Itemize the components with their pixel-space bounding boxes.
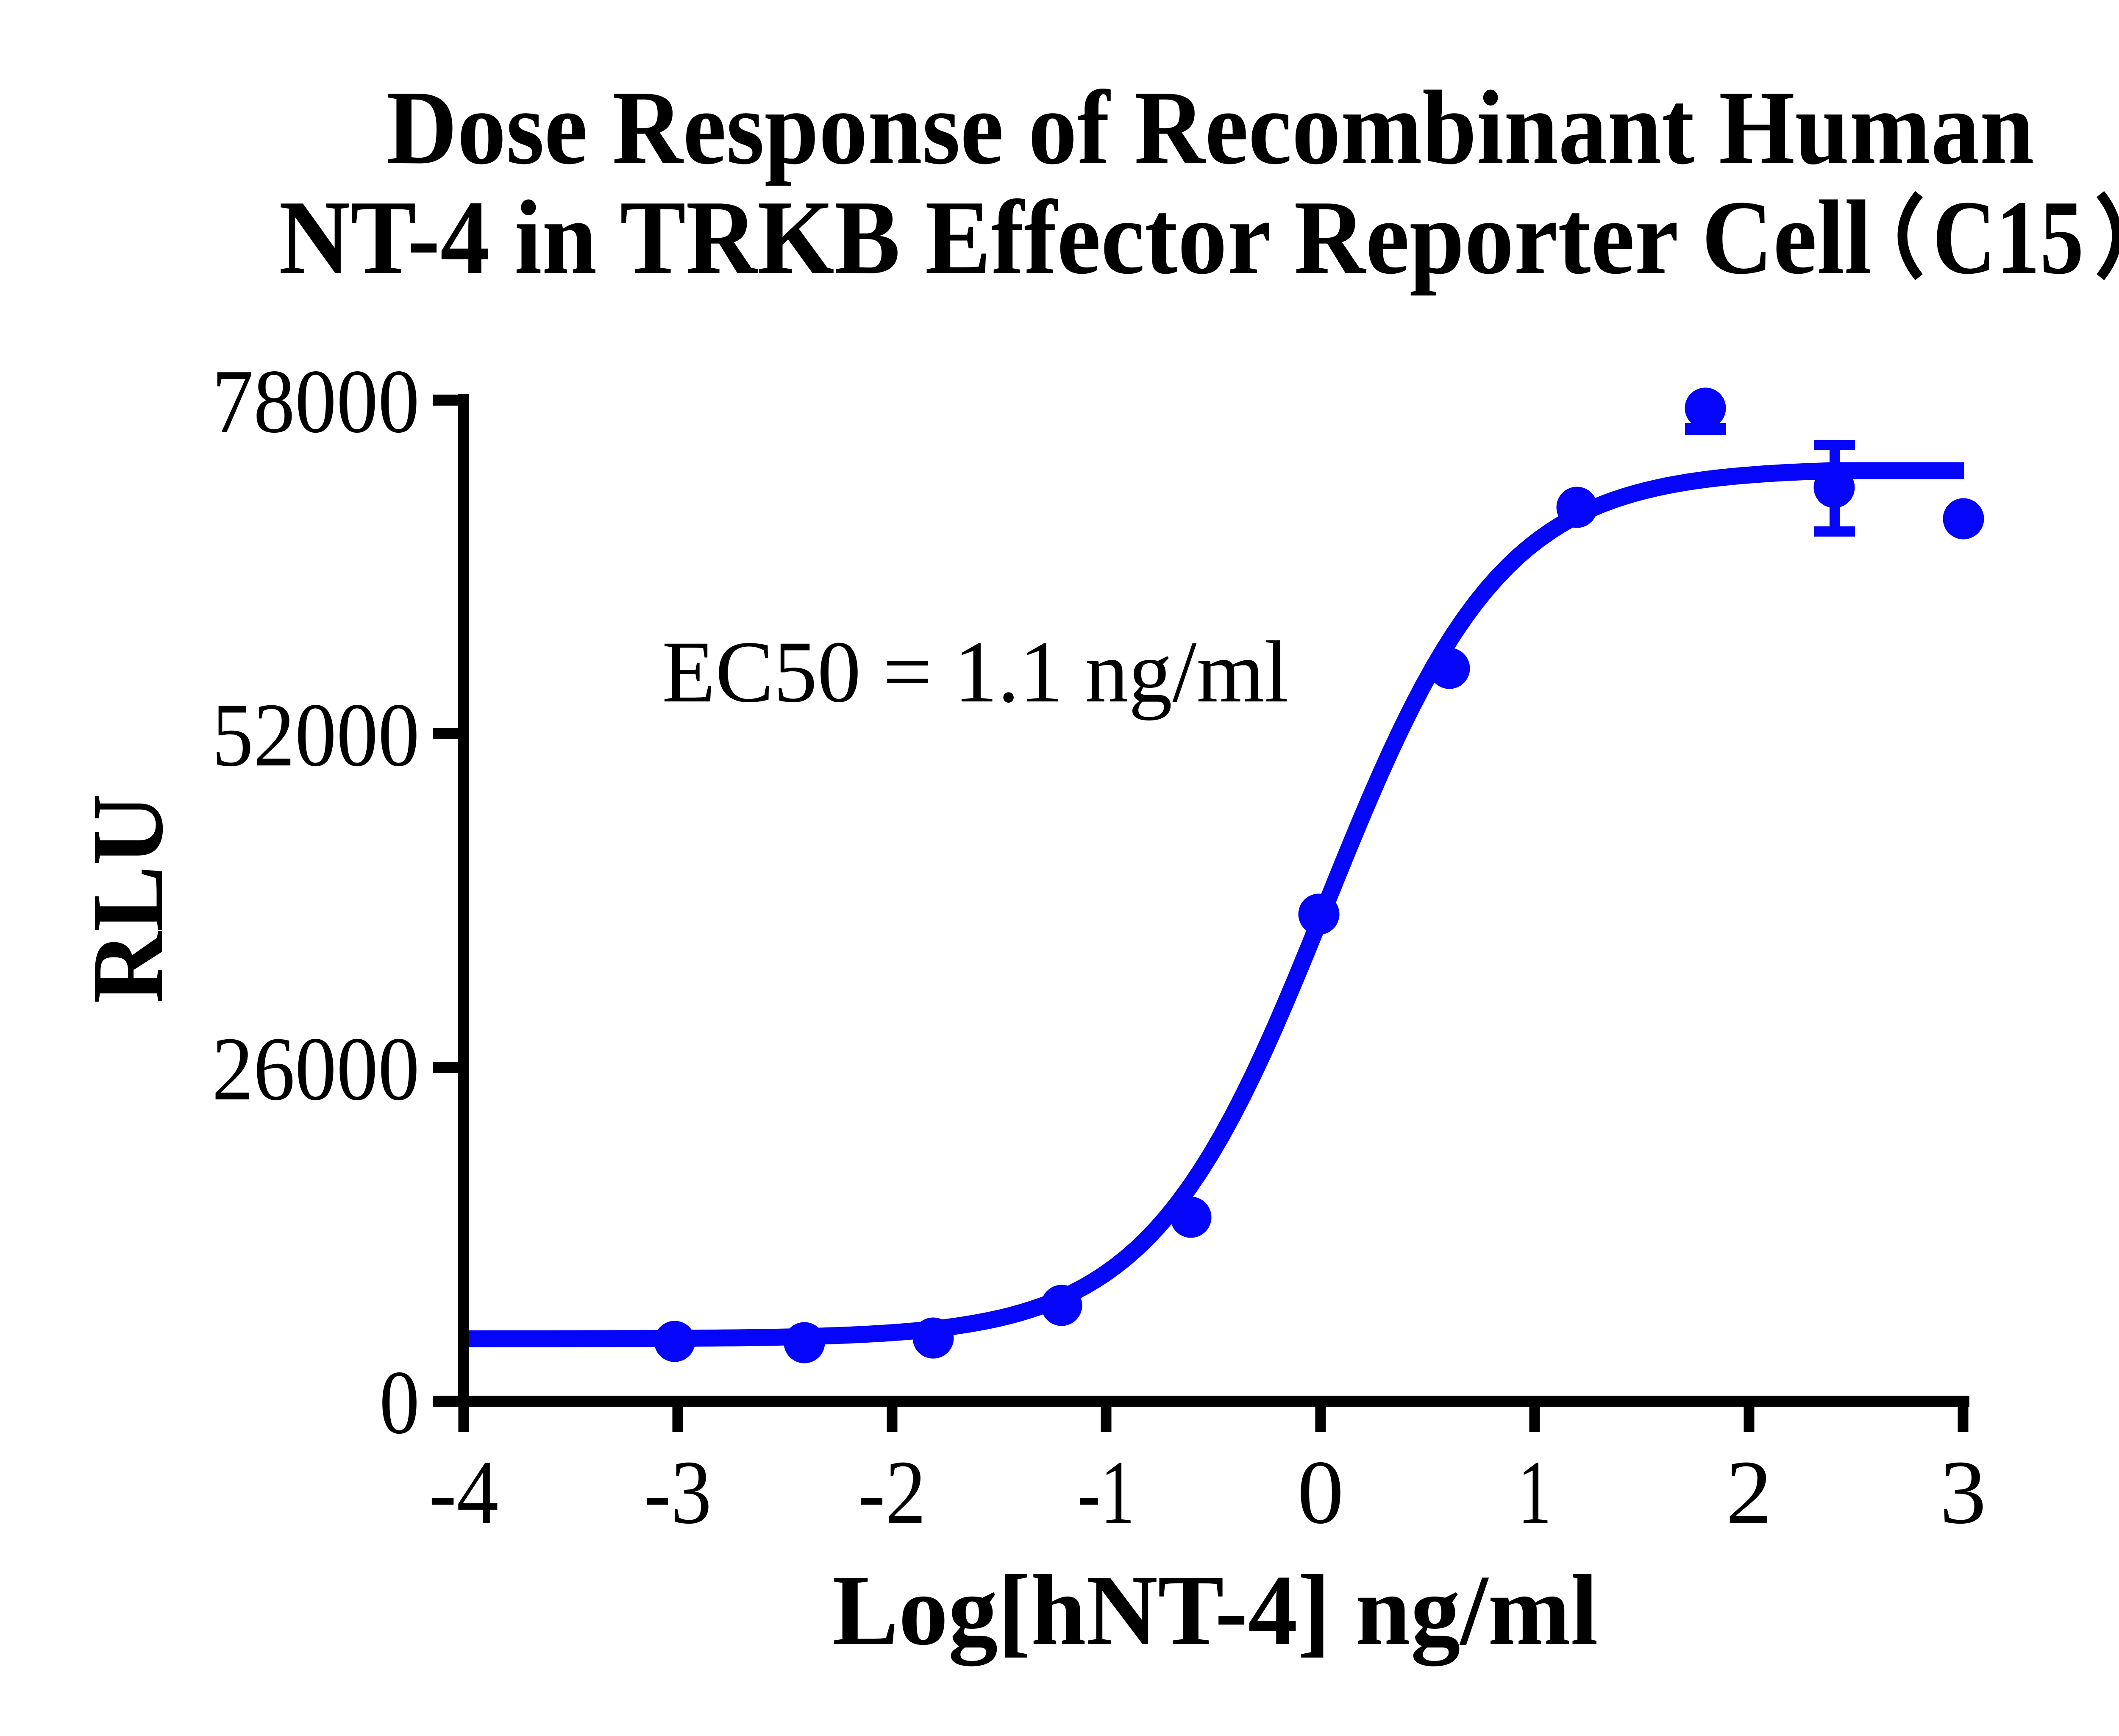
svg-text:3: 3: [1940, 1441, 1986, 1543]
svg-text:52000: 52000: [212, 684, 420, 785]
svg-text:C15: C15: [1933, 179, 2084, 296]
svg-text:26000: 26000: [212, 1018, 420, 1119]
svg-text:-2: -2: [858, 1441, 926, 1543]
svg-text:Log[hNT-4] ng/ml: Log[hNT-4] ng/ml: [832, 1555, 1598, 1666]
svg-text:EC50 = 1.1 ng/ml: EC50 = 1.1 ng/ml: [662, 623, 1289, 721]
svg-text:0: 0: [379, 1352, 420, 1453]
svg-text:78000: 78000: [212, 351, 420, 452]
svg-text:-4: -4: [429, 1441, 499, 1543]
svg-text:0: 0: [1297, 1441, 1344, 1543]
svg-text:-3: -3: [644, 1441, 712, 1543]
svg-text:RLU: RLU: [71, 794, 184, 1004]
svg-text:1: 1: [1518, 1441, 1552, 1543]
svg-text:2: 2: [1726, 1441, 1772, 1543]
svg-text:NT-4 in TRKB Effector Reporter: NT-4 in TRKB Effector Reporter Cell: [279, 179, 1872, 296]
svg-text:Dose Response of Recombinant H: Dose Response of Recombinant Human: [387, 69, 2034, 186]
svg-text:-1: -1: [1078, 1441, 1135, 1543]
